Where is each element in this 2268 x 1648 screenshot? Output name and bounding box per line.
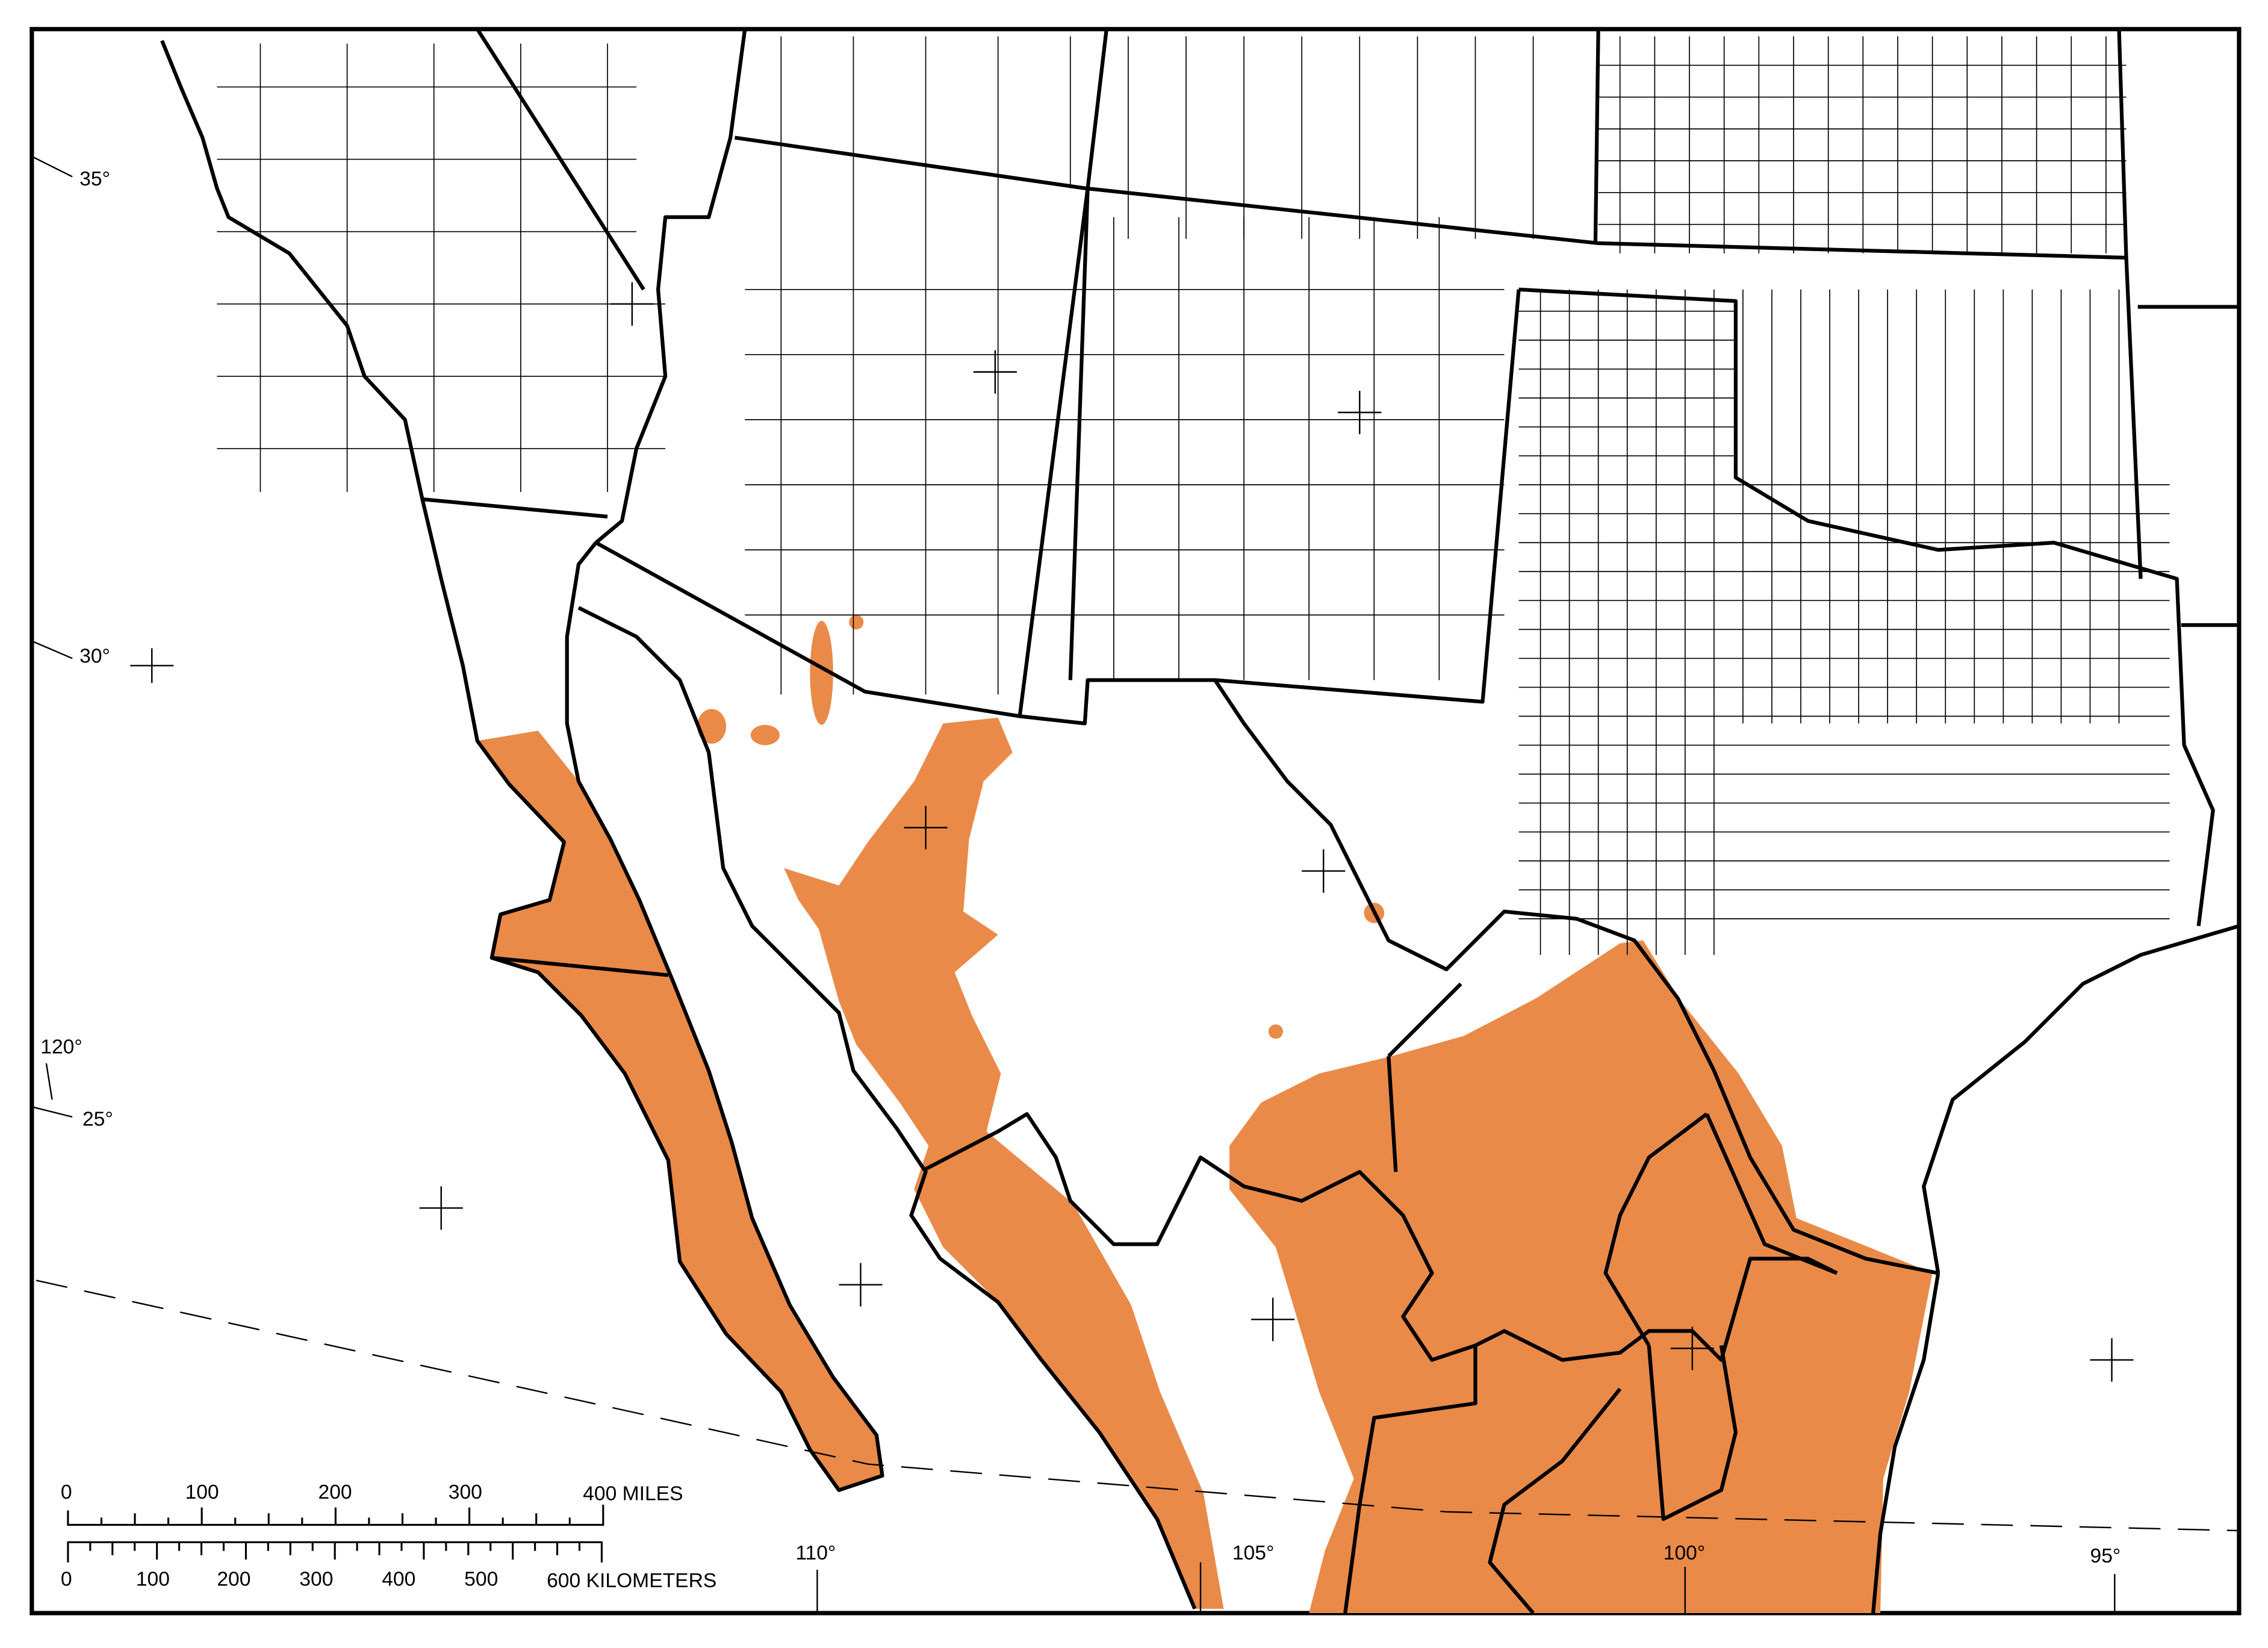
range-sonora-sinaloa <box>784 717 1224 1609</box>
scale-miles-200: 200 <box>318 1481 352 1503</box>
latitude-label-25: 25° <box>82 1108 113 1130</box>
graticule-labels: 35° 30° 25° 120° 110° 105° 100° 95° <box>40 168 2120 1567</box>
range-baja-california <box>477 730 883 1490</box>
range-patch <box>697 709 727 744</box>
graticule-ticks <box>31 155 2134 1614</box>
range-patch <box>849 615 864 630</box>
range-patch <box>1268 1024 1283 1039</box>
state-borders <box>476 28 2239 927</box>
scale-km-100: 100 <box>136 1568 170 1590</box>
scale-miles-100: 100 <box>185 1481 219 1503</box>
scale-bar-miles <box>67 1504 604 1526</box>
scale-bar: 0 100 200 300 400 MILES 0 100 200 300 40… <box>61 1481 716 1592</box>
range-northeast-mexico <box>1229 940 1933 1614</box>
scale-km-200: 200 <box>217 1568 250 1590</box>
pacific-coastline <box>160 40 884 1492</box>
mexican-state-borders <box>491 956 1838 1615</box>
latitude-label-35: 35° <box>79 168 110 190</box>
longitude-label-100: 100° <box>1664 1542 1706 1564</box>
longitude-label-120: 120° <box>40 1036 82 1058</box>
range-patch <box>810 620 833 725</box>
us-mexico-border <box>422 497 1939 1275</box>
latitude-label-30: 30° <box>79 645 110 668</box>
scale-km-500: 500 <box>464 1568 498 1590</box>
county-lines <box>217 36 2170 955</box>
longitude-label-105: 105° <box>1232 1542 1275 1564</box>
scale-miles-300: 300 <box>449 1481 482 1503</box>
species-range <box>477 615 1933 1614</box>
gulf-of-mexico-coast <box>1871 924 2240 1614</box>
scale-miles-0: 0 <box>61 1481 72 1503</box>
gulf-mainland-coast <box>577 28 1197 1610</box>
range-patch <box>750 724 780 745</box>
tropic-of-cancer-line <box>36 1280 2239 1532</box>
scale-miles-end: 400 MILES <box>583 1483 683 1505</box>
longitude-label-110: 110° <box>795 1542 836 1564</box>
graticule <box>31 155 2239 1614</box>
scale-bar-kilometers <box>67 1541 603 1562</box>
scale-km-0: 0 <box>61 1568 72 1590</box>
scale-km-400: 400 <box>382 1568 415 1590</box>
scale-km-end: 600 KILOMETERS <box>547 1570 716 1592</box>
borders <box>160 28 2240 1615</box>
longitude-label-95: 95° <box>2090 1545 2121 1567</box>
scale-km-300: 300 <box>299 1568 333 1590</box>
